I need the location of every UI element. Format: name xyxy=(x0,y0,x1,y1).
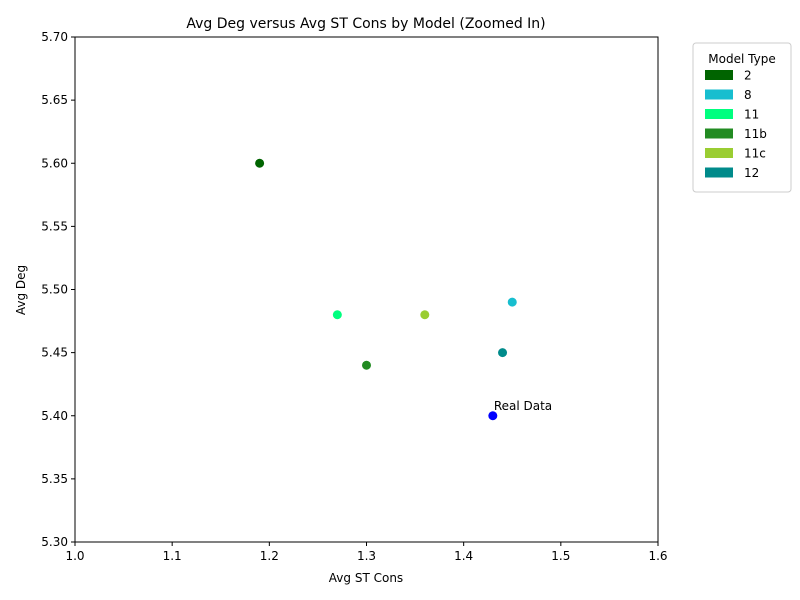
x-tick-label: 1.5 xyxy=(551,549,570,563)
data-point-model-11 xyxy=(332,310,342,320)
legend-swatch-2 xyxy=(705,70,733,80)
data-point-model-2 xyxy=(255,158,265,168)
x-tick-label: 1.1 xyxy=(163,549,182,563)
x-axis: 1.0 1.1 1.2 1.3 1.4 1.5 1.6 xyxy=(65,542,668,563)
legend-label-11b: 11b xyxy=(744,127,767,141)
x-axis-label: Avg ST Cons xyxy=(329,571,403,585)
data-point-model-8 xyxy=(507,297,517,307)
y-tick-label: 5.65 xyxy=(41,93,68,107)
x-tick-label: 1.4 xyxy=(454,549,473,563)
legend-label-11c: 11c xyxy=(744,147,766,161)
legend-swatch-11b xyxy=(705,128,733,139)
plot-area xyxy=(74,36,659,543)
legend-label-11: 11 xyxy=(744,108,759,122)
data-point-model-11b xyxy=(362,360,371,370)
x-tick-label: 1.6 xyxy=(648,549,667,563)
legend-swatch-8 xyxy=(705,89,733,100)
y-tick-label: 5.45 xyxy=(41,346,68,360)
legend-label-2: 2 xyxy=(744,69,752,83)
legend-swatch-12 xyxy=(705,167,733,178)
legend: Model Type 2 8 11 11b 11c 12 xyxy=(692,42,792,193)
data-point-model-12 xyxy=(498,348,508,358)
y-tick-label: 5.60 xyxy=(41,156,68,170)
y-axis: 5.30 5.35 5.40 5.45 5.50 5.55 5.60 5.65 5.70 xyxy=(41,30,75,549)
chart-title: Avg Deg versus Avg ST Cons by Model (Zoo… xyxy=(186,16,545,32)
legend-title: Model Type xyxy=(708,52,775,66)
x-tick-label: 1.0 xyxy=(65,549,84,563)
legend-label-12: 12 xyxy=(744,166,759,180)
legend-label-8: 8 xyxy=(744,88,752,102)
y-tick-label: 5.70 xyxy=(41,30,68,44)
legend-swatch-11c xyxy=(705,148,733,158)
legend-items: 2 8 11 11b 11c 12 xyxy=(705,69,767,180)
y-tick-label: 5.35 xyxy=(41,472,68,486)
real-data-annotation: Real Data xyxy=(494,399,552,413)
x-tick-label: 1.3 xyxy=(357,549,376,563)
y-tick-label: 5.55 xyxy=(41,219,68,233)
y-tick-label: 5.50 xyxy=(41,283,68,297)
y-tick-label: 5.30 xyxy=(41,535,68,549)
x-tick-label: 1.2 xyxy=(260,549,279,563)
data-points: Real Data xyxy=(255,158,552,421)
y-tick-label: 5.40 xyxy=(41,409,68,423)
data-point-model-11c xyxy=(420,310,430,320)
y-axis-label: Avg Deg xyxy=(14,265,28,315)
data-point-real-data xyxy=(488,411,498,421)
legend-swatch-11 xyxy=(705,109,733,119)
